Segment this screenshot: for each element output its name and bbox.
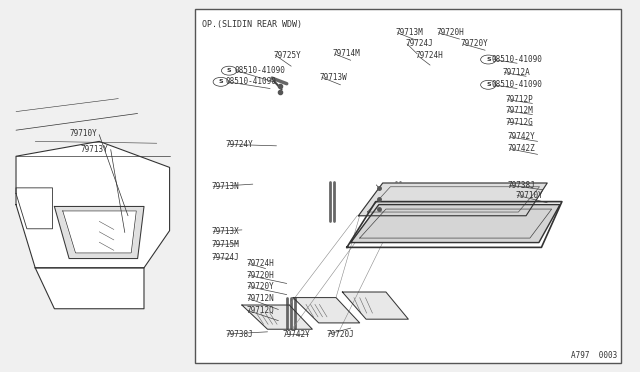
Polygon shape xyxy=(242,305,312,329)
Text: 79724J: 79724J xyxy=(211,253,239,262)
Text: 79710Y: 79710Y xyxy=(515,191,543,200)
Polygon shape xyxy=(63,211,136,253)
Text: 79712Q: 79712Q xyxy=(246,306,274,315)
Text: 79724J: 79724J xyxy=(405,39,433,48)
Text: 79725Y: 79725Y xyxy=(273,51,301,60)
Polygon shape xyxy=(358,183,547,216)
Text: 79713W: 79713W xyxy=(320,73,348,82)
Text: 79712A: 79712A xyxy=(502,68,530,77)
Text: 79742Y: 79742Y xyxy=(283,330,310,339)
Text: 79713M: 79713M xyxy=(396,28,423,37)
Text: 79715M: 79715M xyxy=(211,240,239,249)
Text: 79720H: 79720H xyxy=(436,28,464,37)
Text: 79720H: 79720H xyxy=(246,271,274,280)
Text: 79713X: 79713X xyxy=(211,227,239,236)
Text: 79713Y: 79713Y xyxy=(81,145,108,154)
Text: 08510-41090: 08510-41090 xyxy=(492,80,542,89)
Text: 79724H: 79724H xyxy=(416,51,444,60)
Polygon shape xyxy=(293,298,360,323)
Text: 79712M: 79712M xyxy=(506,106,533,115)
Polygon shape xyxy=(54,206,144,259)
Text: 79724H: 79724H xyxy=(246,259,274,268)
Text: 79710Y: 79710Y xyxy=(69,129,97,138)
Polygon shape xyxy=(35,268,144,309)
Text: A797  0003: A797 0003 xyxy=(572,351,618,360)
Text: 79720Y: 79720Y xyxy=(461,39,488,48)
Text: 79712P: 79712P xyxy=(506,95,533,104)
Bar xyxy=(195,9,621,363)
Text: S: S xyxy=(227,68,232,73)
Text: 79712N: 79712N xyxy=(246,294,274,303)
Text: 79738J: 79738J xyxy=(225,330,253,339)
Text: 79720Y: 79720Y xyxy=(246,282,274,291)
Text: 79742Y: 79742Y xyxy=(508,132,535,141)
Text: 08510-41090: 08510-41090 xyxy=(226,77,276,86)
Text: 79724Y: 79724Y xyxy=(226,140,253,149)
Polygon shape xyxy=(16,141,170,268)
Text: S: S xyxy=(486,57,491,62)
Text: S: S xyxy=(218,79,223,84)
Text: 79713N: 79713N xyxy=(211,182,239,191)
Text: 79714M: 79714M xyxy=(333,49,360,58)
Polygon shape xyxy=(16,188,52,229)
Text: 79720J: 79720J xyxy=(326,330,354,339)
Text: 08510-41090: 08510-41090 xyxy=(234,66,285,75)
Text: S: S xyxy=(486,82,491,87)
Text: OP.(SLIDIN REAR WDW): OP.(SLIDIN REAR WDW) xyxy=(202,20,301,29)
Text: 08510-41090: 08510-41090 xyxy=(492,55,542,64)
Text: 79738J: 79738J xyxy=(508,181,535,190)
Text: 79712G: 79712G xyxy=(506,118,533,126)
Polygon shape xyxy=(351,205,560,243)
Text: 79742Z: 79742Z xyxy=(508,144,535,153)
Polygon shape xyxy=(342,292,408,319)
